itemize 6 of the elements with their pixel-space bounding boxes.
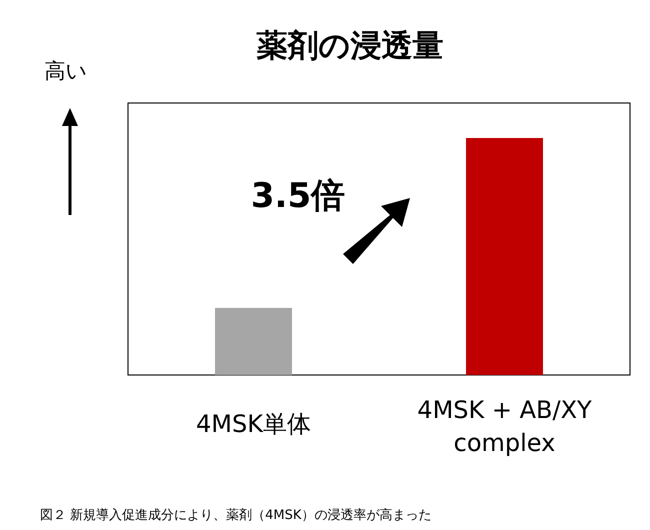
annotation: 3.5倍 bbox=[250, 176, 346, 216]
x-tick-label: 4MSK + AB/XY complex bbox=[417, 396, 592, 457]
y-axis-title: 高い bbox=[44, 59, 88, 83]
chart-title: 薬剤の浸透量 bbox=[256, 28, 444, 64]
x-tick-label: 4MSK単体 bbox=[196, 410, 311, 438]
caption: 図２ 新規導入促進成分により、薬剤（4MSK）の浸透率が高まった bbox=[40, 507, 432, 523]
